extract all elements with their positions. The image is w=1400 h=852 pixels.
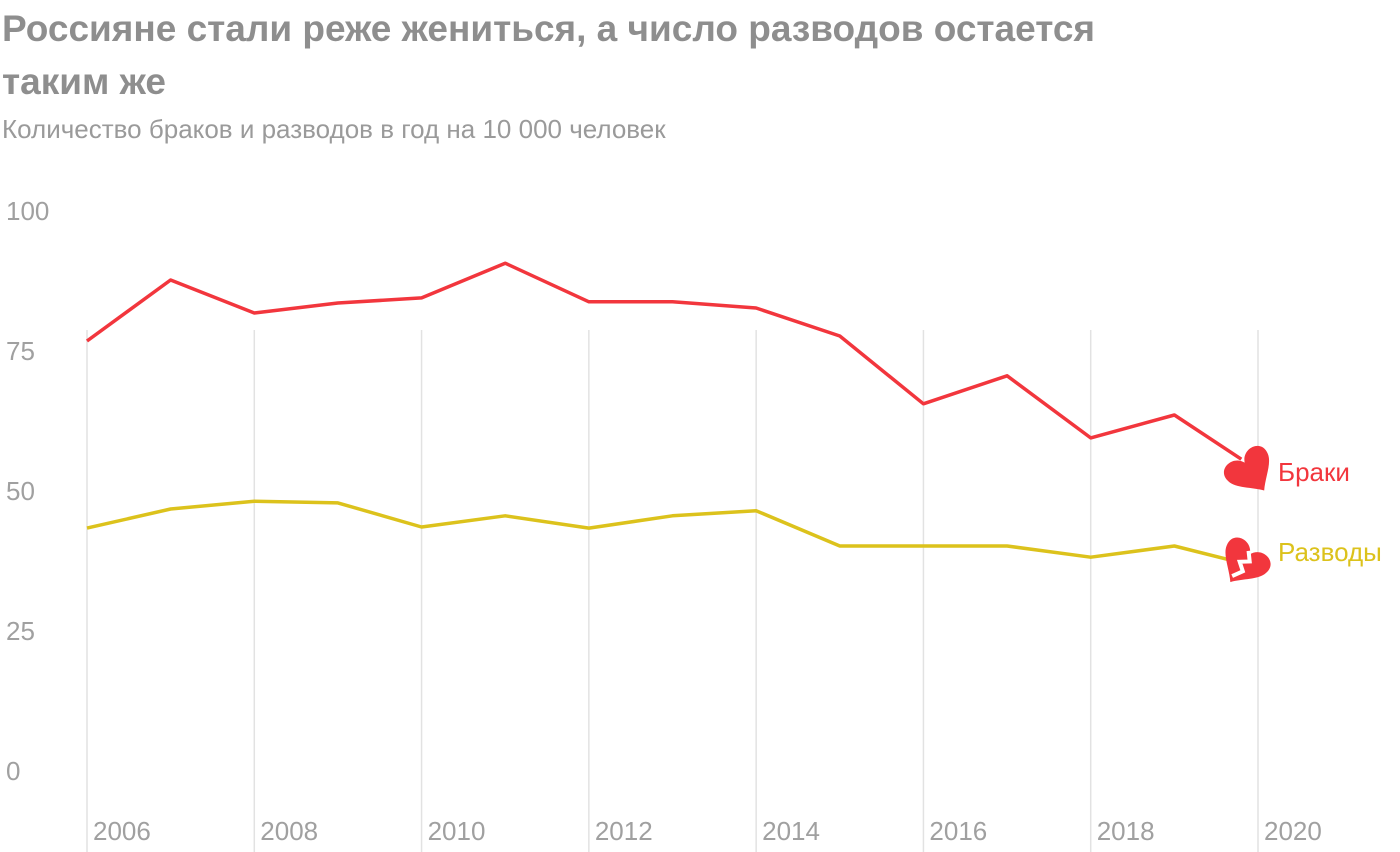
chart-subtitle: Количество браков и разводов в год на 10… (2, 114, 666, 144)
series-label: Браки (1278, 457, 1350, 487)
y-tick-label: 0 (6, 756, 20, 786)
chart-title: Россияне стали реже жениться, а число ра… (2, 8, 1096, 102)
y-tick-label: 100 (6, 196, 49, 226)
series-line-divorces (86, 499, 1242, 565)
series-line-marriages (85, 261, 1243, 461)
broken-heart-icon (1225, 537, 1271, 583)
crack-line (1231, 550, 1252, 578)
x-tick-label: 2018 (1097, 816, 1155, 846)
x-tick-label: 2006 (93, 816, 151, 846)
x-tick-label: 2014 (762, 816, 820, 846)
y-tick-label: 50 (6, 476, 35, 506)
x-tick-label: 2008 (260, 816, 318, 846)
heart-icon (1223, 445, 1270, 491)
x-tick-label: 2012 (595, 816, 653, 846)
y-tick-label: 75 (6, 336, 35, 366)
y-tick-label: 25 (6, 616, 35, 646)
x-tick-label: 2010 (428, 816, 486, 846)
x-tick-label: 2020 (1264, 816, 1322, 846)
x-tick-label: 2016 (929, 816, 987, 846)
series-label: Разводы (1278, 537, 1382, 567)
